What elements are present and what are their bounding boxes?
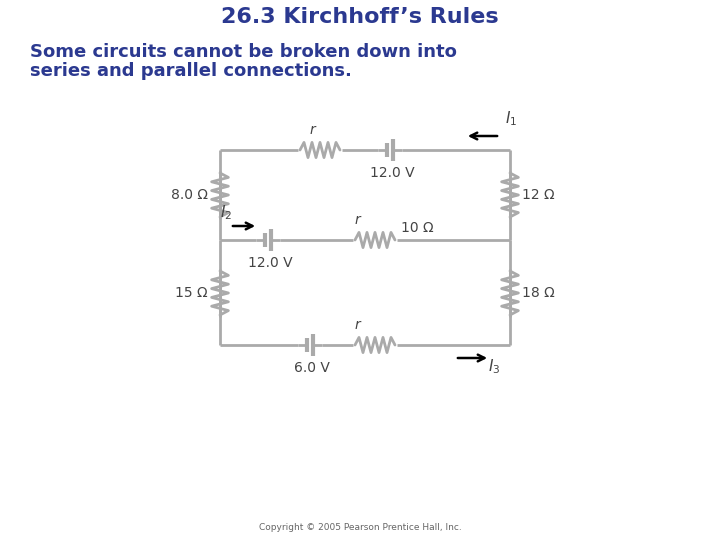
Text: 15 Ω: 15 Ω	[176, 286, 208, 300]
Text: Copyright © 2005 Pearson Prentice Hall, Inc.: Copyright © 2005 Pearson Prentice Hall, …	[258, 523, 462, 532]
Text: 12 Ω: 12 Ω	[522, 188, 554, 202]
Text: 26.3 Kirchhoff’s Rules: 26.3 Kirchhoff’s Rules	[221, 7, 499, 27]
Text: 18 Ω: 18 Ω	[522, 286, 554, 300]
Text: 12.0 V: 12.0 V	[248, 256, 292, 270]
Text: $I_3$: $I_3$	[488, 357, 500, 376]
Text: r: r	[354, 318, 360, 332]
Text: $I_2$: $I_2$	[220, 203, 232, 222]
Text: Some circuits cannot be broken down into: Some circuits cannot be broken down into	[30, 43, 457, 61]
Text: 8.0 Ω: 8.0 Ω	[171, 188, 208, 202]
Text: 10 Ω: 10 Ω	[401, 221, 433, 235]
Text: 12.0 V: 12.0 V	[369, 166, 414, 180]
Text: r: r	[309, 123, 315, 137]
Text: r: r	[354, 213, 360, 227]
Text: 6.0 V: 6.0 V	[294, 361, 330, 375]
Text: $I_1$: $I_1$	[505, 109, 517, 128]
Text: series and parallel connections.: series and parallel connections.	[30, 62, 352, 80]
